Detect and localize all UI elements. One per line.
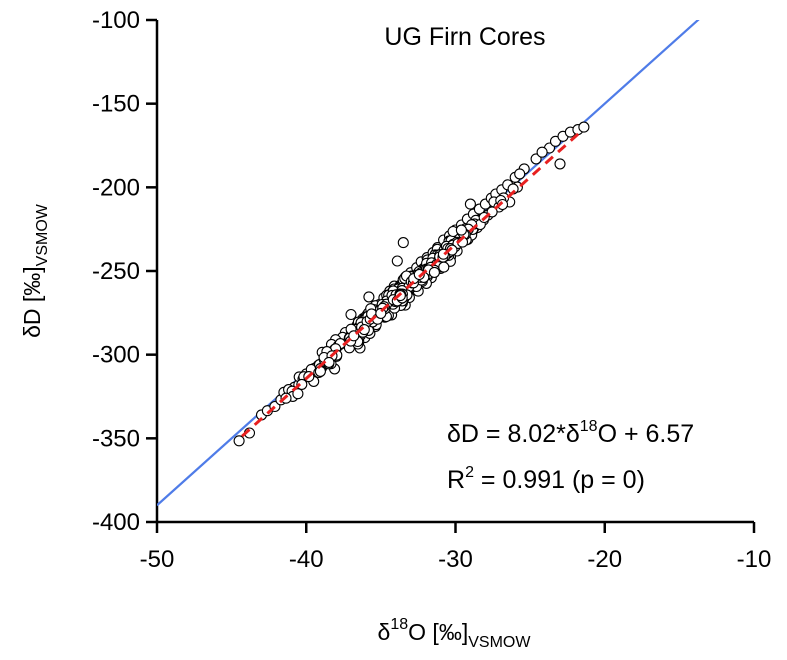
data-point — [554, 158, 566, 170]
y-tick-label: -150 — [92, 91, 140, 118]
y-tick-label: -200 — [92, 174, 140, 201]
data-point — [345, 308, 357, 321]
x-tick-label: -50 — [140, 546, 175, 573]
data-point — [536, 146, 548, 158]
y-axis-ticks: -100 -150 -200 -250 -300 -350 -400 — [92, 7, 157, 536]
data-point — [397, 237, 409, 249]
data-point — [233, 435, 245, 447]
data-point — [363, 291, 375, 303]
data-point — [391, 255, 403, 267]
data-point — [413, 268, 425, 281]
y-tick-label: -400 — [92, 509, 140, 536]
y-tick-label: -100 — [92, 7, 140, 34]
equation-annotation: δD = 8.02*δ18O + 6.57 — [447, 418, 694, 448]
data-point — [292, 388, 304, 400]
x-axis-title: δ18O [‰]VSMOW — [378, 616, 532, 651]
y-axis-title: δD [‰]VSMOW — [19, 203, 51, 338]
data-point — [314, 365, 326, 377]
x-tick-label: -20 — [587, 546, 622, 573]
data-point — [464, 198, 476, 210]
data-point — [578, 121, 590, 133]
data-point — [428, 266, 440, 278]
data-point — [455, 224, 467, 236]
y-tick-label: -300 — [92, 342, 140, 369]
data-point — [296, 378, 308, 390]
data-point — [549, 135, 562, 147]
x-tick-label: -30 — [438, 546, 473, 573]
chart-title: UG Firn Cores — [384, 23, 545, 51]
x-axis-ticks: -50 -40 -30 -20 -10 — [140, 522, 772, 573]
data-point — [438, 261, 450, 273]
y-tick-label: -350 — [92, 425, 140, 452]
y-tick-label: -250 — [92, 258, 140, 285]
r-squared-annotation: R2 = 0.991 (p = 0) — [447, 464, 645, 494]
x-tick-label: -40 — [289, 546, 324, 573]
regression-line — [241, 130, 582, 438]
x-tick-label: -10 — [737, 546, 772, 573]
data-point — [514, 168, 526, 180]
